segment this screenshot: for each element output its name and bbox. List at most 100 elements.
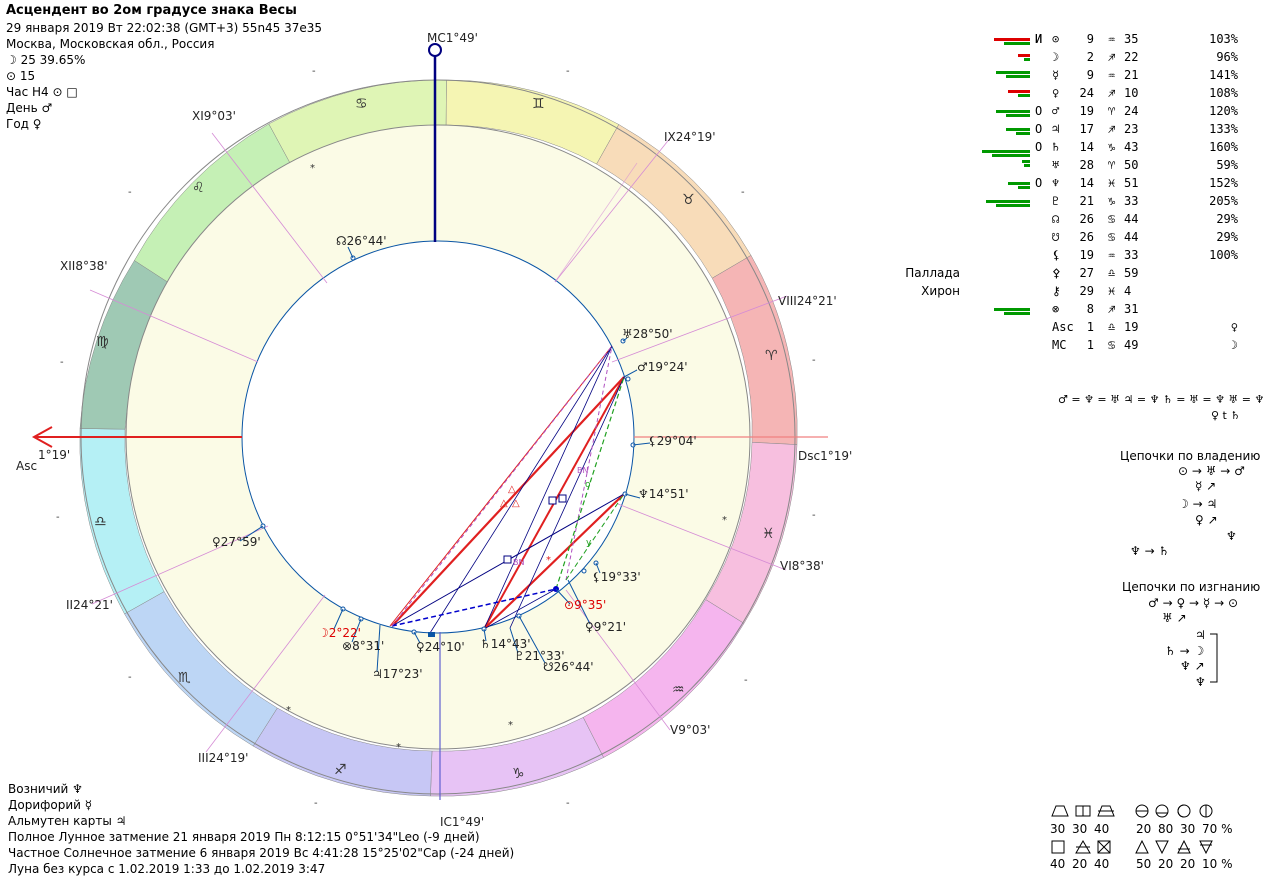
house-xii-label: XII8°38'	[60, 259, 108, 273]
planet-table-pct: 29%	[1216, 212, 1238, 226]
planet-table-deg: 1	[1086, 338, 1094, 352]
day-line: День ♂	[6, 101, 53, 115]
chain-owner-5: ♆ → ♄	[1130, 544, 1170, 558]
planet-table-min: 50	[1124, 158, 1139, 172]
strength-bar	[986, 200, 1030, 203]
sagittarius-sign: ♐	[334, 762, 347, 778]
svg-text:*: *	[508, 720, 513, 731]
planet-table-sign: ♑	[1108, 140, 1116, 154]
chain-exile-3: ♄ → ☽	[1165, 644, 1205, 658]
strength-bar-secondary	[996, 204, 1030, 207]
lunar-eclipse-line: Полное Лунное затмение 21 января 2019 Пн…	[8, 830, 480, 844]
planet-table-deg: 21	[1079, 194, 1094, 208]
pallas-label: ♀27°59'	[212, 535, 261, 549]
almuten-line: Альмутен карты ♃	[8, 814, 127, 828]
planet-table-pct: 59%	[1216, 158, 1238, 172]
chain-owner-0: ⊙ → ♅ → ♂	[1178, 464, 1245, 478]
mc-marker-icon	[428, 43, 442, 57]
asc-degree: 1°19'	[38, 448, 70, 462]
cancer-sign: ♋	[355, 96, 368, 112]
lilith-label: ⚸19°33'	[592, 570, 641, 584]
sun-label: ⊙9°35'	[564, 598, 606, 612]
strength-bar-secondary	[1006, 75, 1030, 78]
planet-table-pct: 133%	[1209, 122, 1238, 136]
strength-bar-secondary	[992, 154, 1030, 157]
uranus-label: ♅28°50'	[622, 327, 673, 341]
asc-label: Asc	[16, 459, 37, 473]
house-marks: * * * * * - - - - - - - - - - - -	[56, 66, 816, 809]
planet-table-glyph: ♄	[1052, 140, 1060, 154]
aquarius-sign: ♒	[672, 682, 685, 698]
strength-bar	[1018, 54, 1030, 57]
planet-table-row: ♀ 24 ♐ 10 108%	[980, 86, 1250, 104]
ic-label: IC1°49'	[440, 815, 484, 829]
planet-table-sign: ♐	[1108, 86, 1116, 100]
planet-table-deg: 27	[1079, 266, 1094, 280]
planet-table-pct: 100%	[1209, 248, 1238, 262]
strength-bar-secondary	[1024, 164, 1030, 167]
chain-owner-3: ♀ ↗	[1195, 513, 1218, 527]
chain-exile-1: ♅ ↗	[1162, 611, 1187, 625]
strength-bar-secondary	[1006, 114, 1030, 117]
year-line: Год ♀	[6, 117, 42, 131]
planet-table-sign: ♒	[1108, 248, 1116, 262]
chain-exile-4: ♆ ↗	[1180, 659, 1205, 673]
planet-table-deg: 14	[1079, 140, 1094, 154]
planet-table-pre: О	[1035, 176, 1043, 190]
planet-labels: ☊26°44' ♅28°50' ♂19°24' ⚸29°04' ♆14°51' …	[212, 234, 697, 681]
moon-label: ☽2°22'	[318, 626, 361, 640]
chain-owner-2: ☽ → ♃	[1178, 497, 1218, 511]
svg-text:△: △	[508, 484, 516, 495]
planet-table-deg: 19	[1079, 248, 1094, 262]
planet-table-deg: 17	[1079, 122, 1094, 136]
planet-table-pct: 29%	[1216, 230, 1238, 244]
planet-table-min: 49	[1124, 338, 1139, 352]
planet-table-row: О ♂ 19 ♈ 24 120%	[980, 104, 1250, 122]
planet-table-glyph: Asc	[1052, 320, 1074, 334]
natal-chart-wheel: ♋ ♊ ♉ ♈ ♓ ♒ ♑ ♐ ♏ ♎ ♍ ♌	[16, 31, 852, 829]
solar-eclipse-line: Частное Солнечное затмение 6 января 2019…	[8, 846, 515, 860]
planet-table-deg: 2	[1086, 50, 1094, 64]
aries-sign: ♈	[765, 348, 778, 364]
svg-text:-: -	[128, 187, 132, 198]
chart-title: Асцендент во 2ом градусе знака Весы	[6, 3, 297, 18]
svg-text:-: -	[744, 675, 748, 686]
zodiac-ring	[79, 79, 798, 797]
planet-table-min: 10	[1124, 86, 1139, 100]
planet-table-sign: ♑	[1108, 194, 1116, 208]
planet-table-sign: ♋	[1108, 230, 1116, 244]
planet-table-deg: 19	[1079, 104, 1094, 118]
planet-table-deg: 24	[1079, 86, 1094, 100]
planet-table-min: 21	[1124, 68, 1139, 82]
chains-exile-title: Цепочки по изгнанию	[1122, 580, 1261, 594]
strength-bar-secondary	[1016, 132, 1030, 135]
planet-table-pct: 160%	[1209, 140, 1238, 154]
planet-table-row: ☿ 9 ♒ 21 141%	[980, 68, 1250, 86]
hour-line: Час Н4 ⊙ □	[6, 85, 78, 99]
planet-table-min: 33	[1124, 194, 1139, 208]
planet-table-pre: О	[1035, 122, 1043, 136]
house-v-label: V9°03'	[670, 723, 710, 737]
aspect-summary-2: ♀ t ♄	[1211, 409, 1241, 422]
house-iii-label: III24°19'	[198, 751, 248, 765]
planet-ticks	[239, 246, 651, 673]
planet-table-min: 43	[1124, 140, 1139, 154]
ic-marker	[428, 632, 435, 637]
svg-text:o: o	[585, 480, 591, 490]
svg-text:*: *	[396, 742, 401, 753]
moon-void-line: Луна без курса с 1.02.2019 1:33 до 1.02.…	[8, 862, 326, 876]
moon-line: ☽ 25 39.65%	[6, 53, 86, 67]
svg-text:y: y	[586, 538, 592, 548]
planet-table-glyph: ⚷	[1052, 284, 1061, 298]
svg-text:BN: BN	[513, 558, 524, 567]
vozn-line: Возничий ♆	[8, 782, 83, 796]
planet-table-sign: ♎	[1108, 266, 1116, 280]
svg-text:△: △	[500, 498, 508, 509]
sign-glyphs: ♋ ♊ ♉ ♈ ♓ ♒ ♑ ♐ ♏ ♎ ♍ ♌	[94, 96, 778, 782]
strength-bar	[996, 71, 1030, 74]
planet-table-pre: О	[1035, 104, 1043, 118]
leo-sign: ♌	[192, 180, 205, 196]
planet-table-sign: ♒	[1108, 32, 1116, 46]
planet-table-glyph: ☊	[1052, 212, 1060, 226]
stats-icons	[1051, 804, 1213, 855]
